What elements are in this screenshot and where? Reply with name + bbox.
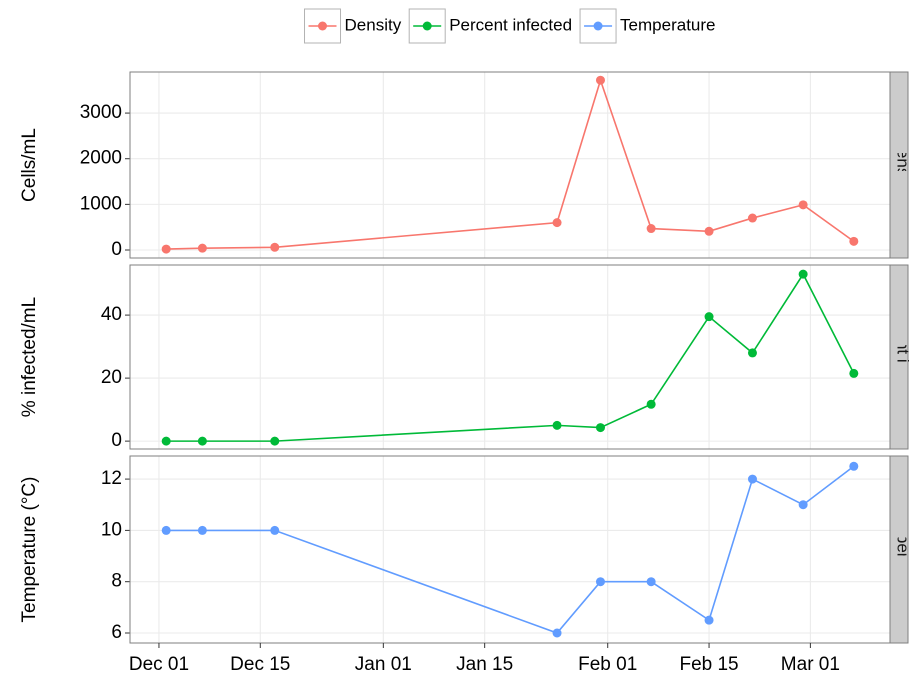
data-point <box>704 226 714 236</box>
data-point <box>747 213 757 223</box>
data-point <box>849 236 859 246</box>
x-tick-label: Dec 01 <box>129 654 189 675</box>
data-point <box>270 436 280 446</box>
series-line <box>166 465 855 634</box>
data-point <box>270 525 280 535</box>
data-point <box>595 423 605 433</box>
data-point <box>798 269 808 279</box>
panel-background <box>130 72 890 258</box>
y-tick-label: 0 <box>111 239 122 260</box>
y-tick-label: 1000 <box>80 193 122 214</box>
legend-dot <box>422 21 432 31</box>
y-axis-title: Cells/mL <box>19 128 40 202</box>
x-tick-label: Mar 01 <box>781 654 840 675</box>
y-tick-label: 12 <box>101 468 122 489</box>
x-tick-label: Dec 15 <box>230 654 290 675</box>
strip-label: Density <box>894 137 909 194</box>
y-tick-label: 2000 <box>80 148 122 169</box>
data-point <box>646 399 656 409</box>
x-tick-label: Jan 15 <box>456 654 513 675</box>
data-point <box>646 224 656 234</box>
data-point <box>197 436 207 446</box>
data-point <box>704 312 714 322</box>
data-point <box>197 243 207 253</box>
y-tick-label: 40 <box>101 304 122 325</box>
strip <box>889 71 909 259</box>
y-axis-title: % infected/mL <box>19 297 40 417</box>
legend-dot <box>593 21 603 31</box>
legend-label: Density <box>345 15 402 34</box>
x-tick-label: Feb 15 <box>679 654 738 675</box>
data-point <box>747 474 757 484</box>
strip-label: Percent infected <box>894 296 909 419</box>
legend-label: Percent infected <box>449 15 572 34</box>
strip <box>889 264 909 450</box>
data-point <box>595 75 605 85</box>
data-point <box>646 577 656 587</box>
data-point <box>849 461 859 471</box>
strip <box>889 455 909 644</box>
legend: Density Percent infected Temperature <box>304 8 715 44</box>
y-axis-title: Temperature (°C) <box>19 477 40 623</box>
data-point <box>798 200 808 210</box>
y-tick-label: 0 <box>111 430 122 451</box>
y-tick-label: 20 <box>101 367 122 388</box>
data-point <box>161 525 171 535</box>
data-point <box>704 615 714 625</box>
y-tick-label: 10 <box>101 519 122 540</box>
strip-label: Temperature <box>894 502 909 597</box>
x-tick-label: Jan 01 <box>355 654 412 675</box>
data-point <box>798 500 808 510</box>
panel-background <box>130 456 890 643</box>
legend-label: Temperature <box>620 15 715 34</box>
y-tick-label: 3000 <box>80 102 122 123</box>
x-tick-label: Feb 01 <box>578 654 637 675</box>
data-point <box>270 242 280 252</box>
data-point <box>747 348 757 358</box>
data-point <box>552 628 562 638</box>
series-line <box>166 272 855 442</box>
data-point <box>552 420 562 430</box>
legend-dot <box>318 21 328 31</box>
data-point <box>197 525 207 535</box>
panel-background <box>130 265 890 449</box>
data-point <box>552 218 562 228</box>
series-line <box>166 77 855 250</box>
y-tick-label: 6 <box>111 622 122 643</box>
data-point <box>161 436 171 446</box>
data-point <box>849 368 859 378</box>
data-point <box>161 244 171 254</box>
y-tick-label: 8 <box>111 571 122 592</box>
data-point <box>595 577 605 587</box>
